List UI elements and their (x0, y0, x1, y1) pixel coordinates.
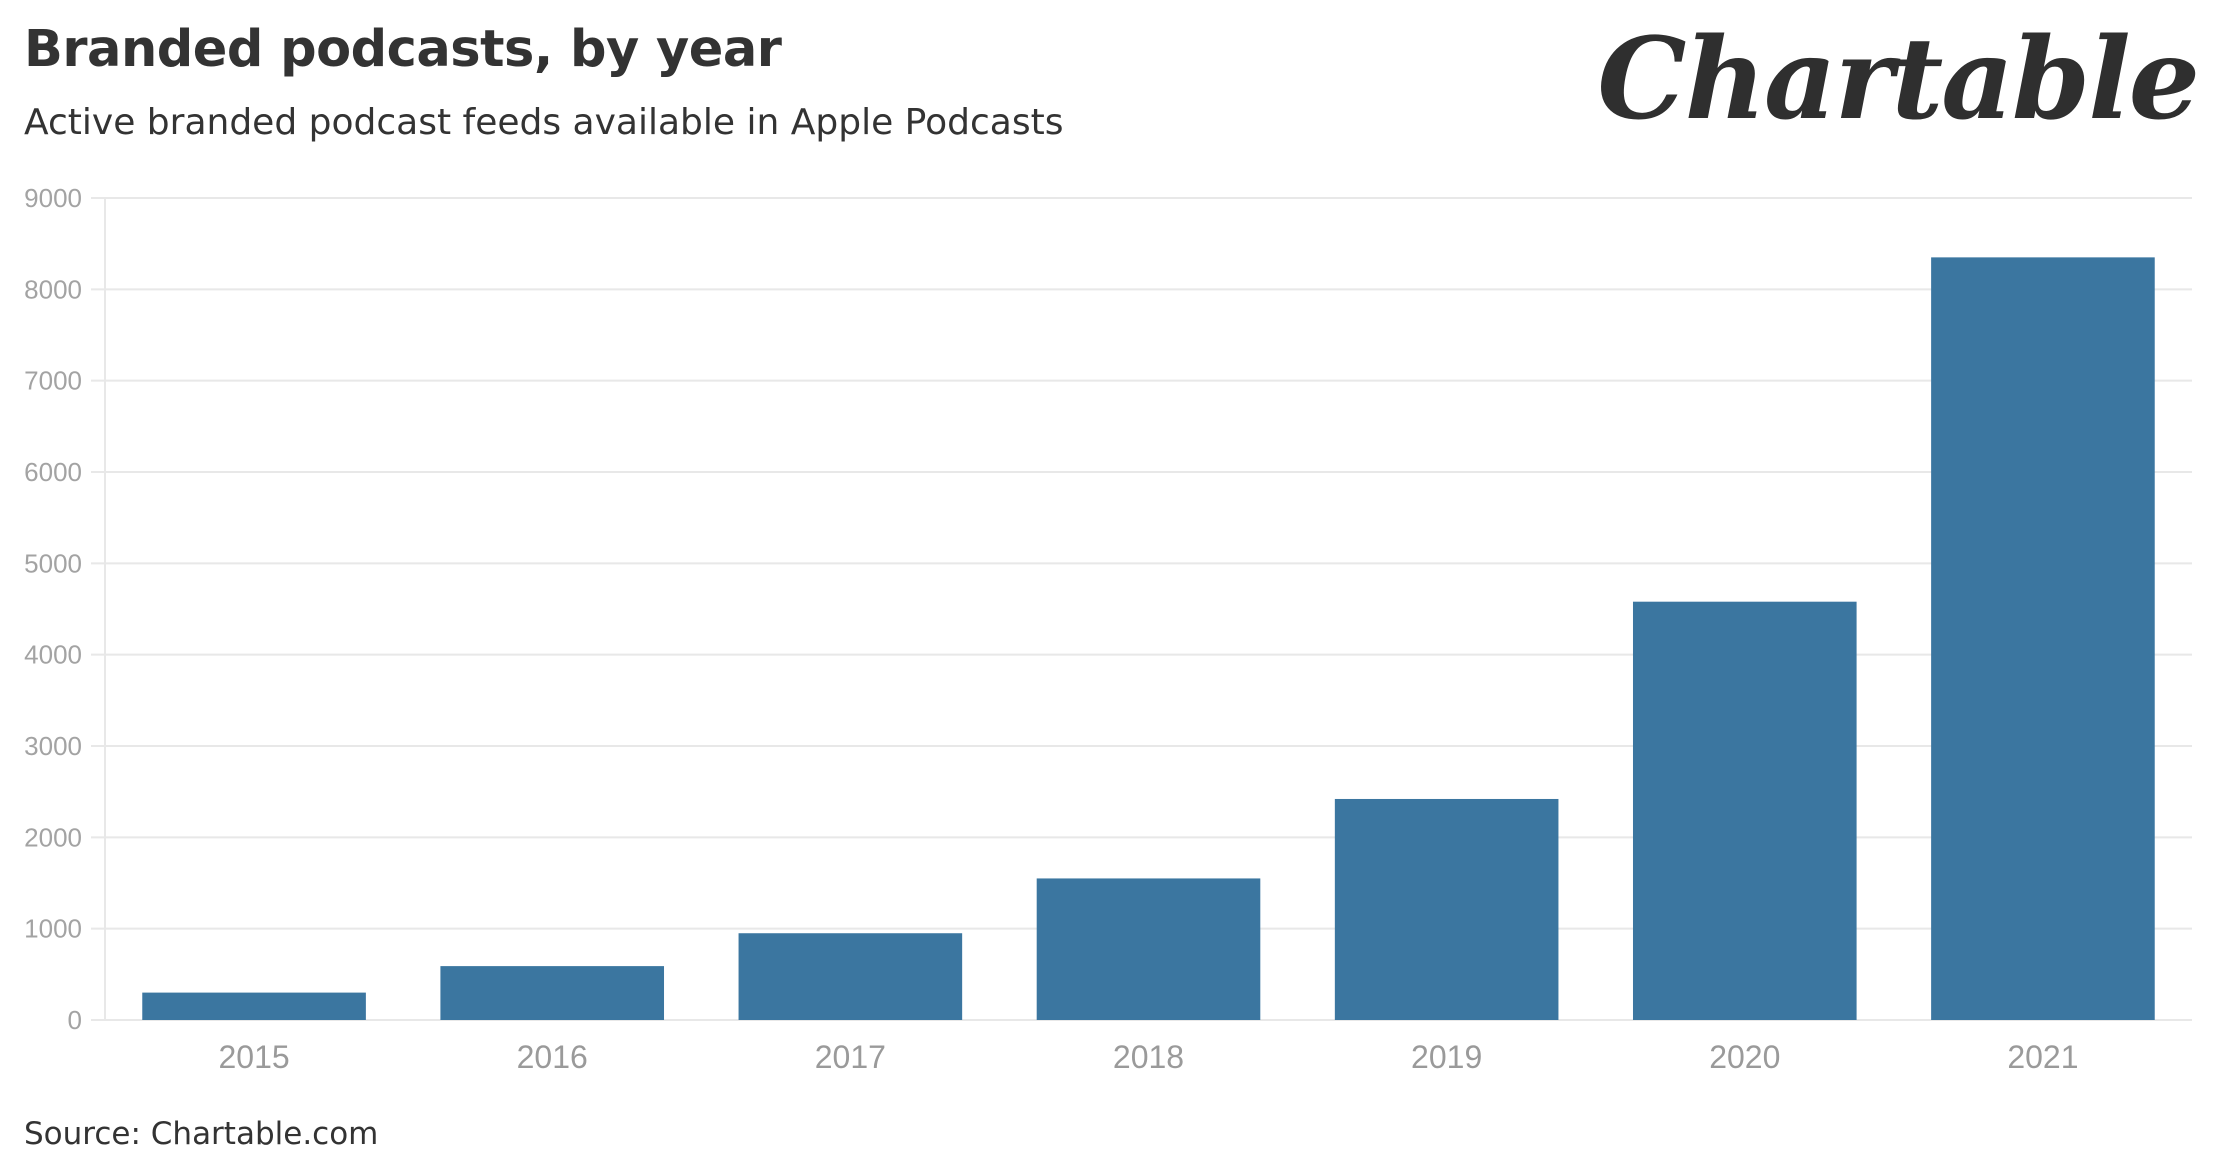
y-tick-label: 7000 (24, 366, 82, 396)
y-tick-label: 6000 (24, 457, 82, 487)
x-tick-label: 2016 (517, 1039, 588, 1075)
x-tick-label: 2020 (1709, 1039, 1780, 1075)
bar-2016 (440, 966, 665, 1020)
y-tick-label: 2000 (24, 822, 82, 852)
x-tick-label: 2015 (218, 1039, 289, 1075)
y-tick-label: 1000 (24, 914, 82, 944)
chart-subtitle: Active branded podcast feeds available i… (24, 102, 1064, 143)
y-tick-label: 0 (68, 1005, 82, 1035)
x-tick-label: 2017 (815, 1039, 886, 1075)
y-axis-ticks: 0 1000 2000 3000 4000 5000 6000 7000 8000 9000 (24, 183, 82, 1035)
bar-2017 (738, 933, 963, 1020)
y-tick-label: 5000 (24, 548, 82, 578)
y-tick-label: 4000 (24, 640, 82, 670)
y-tick-label: 3000 (24, 731, 82, 761)
y-tick-label: 9000 (24, 183, 82, 213)
chartable-logo: Chartable (1597, 14, 2200, 145)
bar-2021 (1931, 257, 2155, 1020)
bars (142, 257, 2155, 1020)
x-tick-label: 2021 (2007, 1039, 2078, 1075)
source-note: Source: Chartable.com (24, 1116, 379, 1152)
bar-2020 (1632, 601, 1857, 1020)
x-axis-ticks: 2015 2016 2017 2018 2019 2020 2021 (218, 1039, 2078, 1075)
bar-2015 (142, 992, 366, 1020)
chart-title: Branded podcasts, by year (24, 20, 782, 79)
bar-2019 (1334, 798, 1559, 1020)
y-tick-label: 8000 (24, 274, 82, 304)
bar-2018 (1036, 878, 1261, 1020)
x-tick-label: 2018 (1113, 1039, 1184, 1075)
x-tick-label: 2019 (1411, 1039, 1482, 1075)
